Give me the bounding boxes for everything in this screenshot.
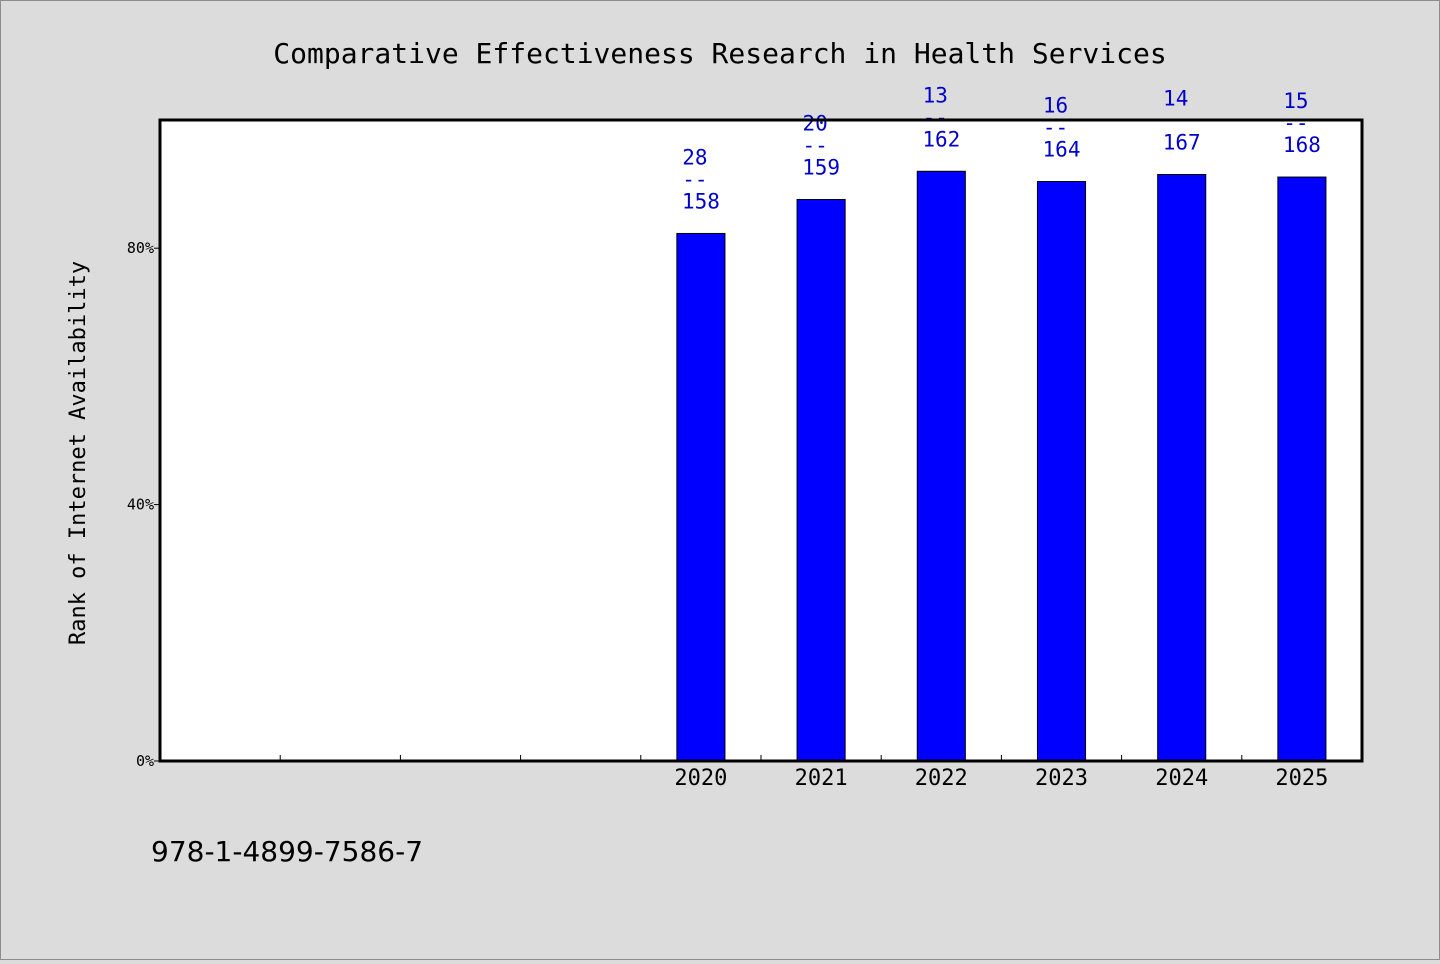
data-label-top: 16 xyxy=(1043,94,1068,118)
bars-layer xyxy=(676,170,1327,762)
x-tick-label: 2025 xyxy=(1275,766,1328,791)
bar-2023 xyxy=(1036,181,1087,762)
data-label-2025: 15--168 xyxy=(1283,89,1321,157)
data-label-sep: -- xyxy=(1283,111,1308,135)
y-tick-label: 0% xyxy=(136,752,154,770)
footer-code: 978-1-4899-7586-7 xyxy=(151,835,424,868)
x-tick-label: 2024 xyxy=(1155,766,1208,791)
data-label-sep: -- xyxy=(923,105,948,129)
x-tick-label: 2020 xyxy=(674,766,727,791)
data-label-top: 28 xyxy=(682,145,707,169)
data-label-top: 15 xyxy=(1283,89,1308,113)
data-label-2024: 14 167 xyxy=(1163,86,1201,154)
y-axis-label: Rank of Internet Availability xyxy=(66,261,91,645)
data-label-2021: 20--159 xyxy=(802,111,840,179)
bar-2025 xyxy=(1277,176,1327,762)
data-label-bottom: 159 xyxy=(802,155,840,179)
data-label-bottom: 164 xyxy=(1043,138,1081,162)
y-tick-label: 40% xyxy=(127,496,154,514)
y-tick-label: 80% xyxy=(127,239,154,257)
data-label-bottom: 158 xyxy=(682,189,720,213)
data-label-top: 20 xyxy=(802,111,827,135)
axis-layer: 0% 40% 80% 2020 2021 2022 2023 2024 2025 xyxy=(127,239,1328,791)
data-label-bottom: 168 xyxy=(1283,133,1321,157)
x-tick-label: 2022 xyxy=(915,766,968,791)
data-label-bottom: 167 xyxy=(1163,130,1201,154)
data-label-sep: -- xyxy=(682,167,707,191)
data-label-2022: 13--162 xyxy=(922,83,960,151)
plot-border xyxy=(158,118,1364,763)
x-tick-label: 2023 xyxy=(1035,766,1088,791)
data-label-top: 13 xyxy=(923,83,948,107)
data-label-bottom: 162 xyxy=(922,127,960,151)
chart-title: Comparative Effectiveness Research in He… xyxy=(273,37,1166,70)
data-label-top: 14 xyxy=(1163,86,1188,110)
data-label-2020: 28--158 xyxy=(682,145,720,213)
x-tick-label: 2021 xyxy=(795,766,848,791)
bar-2020 xyxy=(676,232,726,762)
data-label-sep: -- xyxy=(802,133,827,157)
bar-2022 xyxy=(916,170,966,762)
bar-2021 xyxy=(796,198,846,762)
bar-2024 xyxy=(1157,173,1207,762)
